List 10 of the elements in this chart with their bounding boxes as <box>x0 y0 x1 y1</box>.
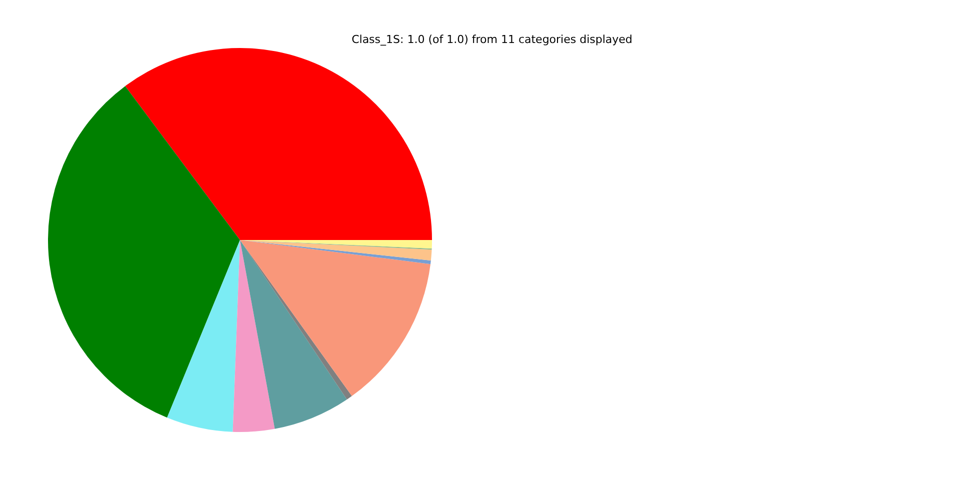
pie-slice <box>240 240 352 400</box>
pie-slice <box>240 240 347 429</box>
pie-slice <box>240 240 430 396</box>
pie-slice <box>125 48 432 240</box>
pie-slice <box>240 240 431 264</box>
pie-slice <box>167 240 240 432</box>
pie-slice <box>232 240 275 432</box>
pie-slice <box>240 240 432 260</box>
pie-slice <box>48 86 240 418</box>
text: Class_1S: 1.0 (of 1.0) from 11 categories displayed <box>352 33 632 46</box>
